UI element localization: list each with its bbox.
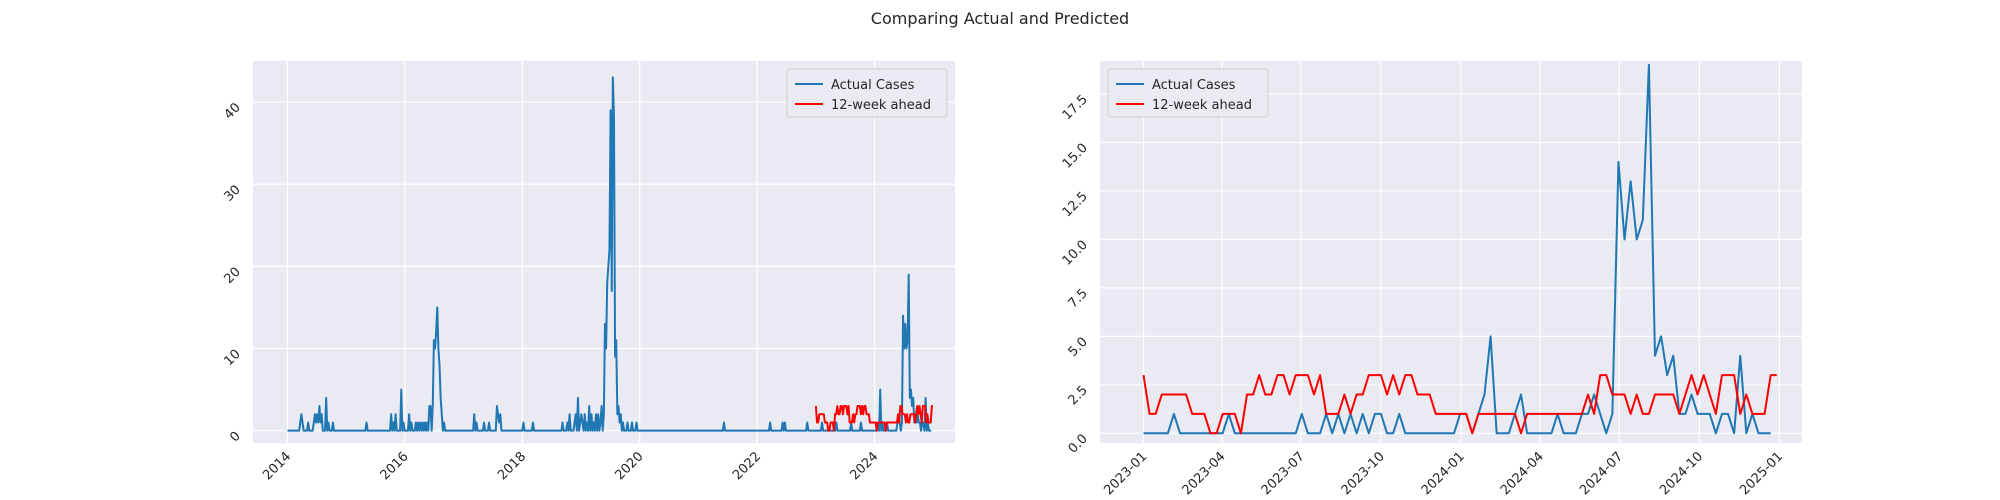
series-line-actual-cases [287, 76, 932, 432]
x-tick-label: 2023-10 [1339, 449, 1388, 498]
series-line-prediction [1142, 374, 1777, 435]
legend-label: Actual Cases [831, 78, 915, 93]
y-tick-label: 10.0 [1060, 238, 1091, 269]
y-tick-label: 20 [222, 265, 244, 287]
series-line-prediction [814, 405, 933, 432]
legend: Actual Cases 12-week ahead [1107, 68, 1269, 118]
figure-title: Comparing Actual and Predicted [871, 9, 1129, 28]
y-tick-label: 40 [222, 100, 244, 122]
legend-label: 12-week ahead [1152, 98, 1252, 113]
x-tick-label: 2024-04 [1498, 449, 1547, 498]
legend-box [786, 68, 948, 118]
x-tick-label: 2023-07 [1259, 449, 1308, 498]
y-tick-label: 5.0 [1066, 335, 1091, 360]
x-tick-label: 2025-01 [1737, 449, 1786, 498]
y-tick-label: 30 [222, 182, 244, 204]
plot-area [1100, 61, 1802, 443]
x-tick-label: 2024-01 [1419, 449, 1468, 498]
x-tick-label: 2024-07 [1577, 449, 1626, 498]
x-tick-label: 2023-01 [1101, 449, 1150, 498]
legend: Actual Cases 12-week ahead [786, 68, 948, 118]
y-tick-label: 15.0 [1060, 141, 1091, 172]
legend-label: 12-week ahead [831, 98, 931, 113]
chart-panel-right: 2023-01 2023-04 2023-07 2023-10 2024-01 2024-… [1060, 61, 1802, 498]
chart-panel-left: 2014 2016 2018 2020 2022 2024 0 10 20 30 40 Actual … [222, 61, 955, 483]
y-tick-label: 17.5 [1060, 92, 1091, 123]
y-tick-label: 10 [222, 347, 244, 369]
x-tick-label: 2023-04 [1180, 449, 1229, 498]
x-tick-label: 2020 [613, 449, 647, 483]
y-tick-label: 12.5 [1060, 189, 1091, 220]
legend-box [1107, 68, 1269, 118]
x-tick-label: 2024-10 [1657, 449, 1706, 498]
y-tick-label: 0.0 [1066, 432, 1091, 457]
x-tick-label: 2022 [730, 449, 764, 483]
y-tick-label: 7.5 [1066, 286, 1091, 311]
series-line-actual-cases [1143, 63, 1771, 435]
y-tick-label: 0 [227, 429, 243, 445]
x-tick-label: 2018 [495, 449, 529, 483]
x-tick-label: 2014 [260, 449, 294, 483]
legend-label: Actual Cases [1152, 78, 1236, 93]
x-tick-label: 2024 [847, 449, 881, 483]
y-tick-label: 2.5 [1066, 383, 1091, 408]
x-tick-label: 2016 [378, 449, 412, 483]
